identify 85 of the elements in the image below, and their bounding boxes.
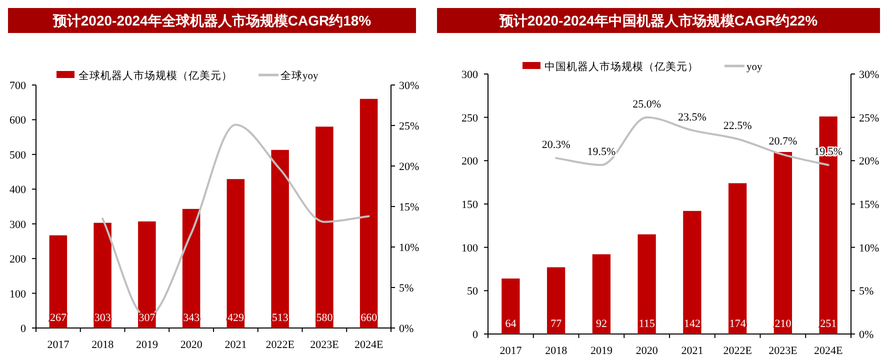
y2-tick-label: 25% <box>399 120 420 132</box>
x-tick-label: 2018 <box>92 339 114 351</box>
y-tick-label: 150 <box>462 199 478 211</box>
y-tick-label: 100 <box>10 288 26 300</box>
bar <box>546 267 566 334</box>
bar <box>683 210 702 334</box>
x-tick-label: 2020 <box>180 339 203 351</box>
x-tick-label: 2022E <box>266 339 295 351</box>
x-tick-label: 2021 <box>681 345 704 357</box>
x-tick-label: 2020 <box>636 345 658 357</box>
bar <box>94 222 112 328</box>
y-tick-label: 300 <box>462 69 478 81</box>
data-label: 580 <box>316 312 334 324</box>
data-label: 267 <box>50 312 67 324</box>
data-label: 64 <box>505 318 517 330</box>
chart-title: 预计2020-2024年中国机器人市场规模CAGR约22% <box>498 12 818 28</box>
y-tick-label: 250 <box>462 112 478 124</box>
legend-label: 中国机器人市场规模（亿美元） <box>544 60 698 73</box>
bar <box>138 221 156 328</box>
x-tick-label: 2024E <box>354 339 384 351</box>
y2-tick-label: 30% <box>859 69 880 81</box>
y-tick-label: 600 <box>10 114 26 127</box>
y2-tick-label: 20% <box>859 156 880 168</box>
data-label: 22.5% <box>723 120 752 132</box>
x-tick-label: 2023E <box>310 339 340 351</box>
y2-tick-label: 10% <box>859 242 880 254</box>
y2-tick-label: 25% <box>859 112 880 124</box>
bar <box>638 234 656 334</box>
bar <box>271 150 289 328</box>
x-tick-label: 2022E <box>723 345 752 357</box>
data-label: 20.7% <box>768 136 798 148</box>
bar <box>502 278 520 334</box>
data-label: 251 <box>820 318 837 330</box>
x-tick-label: 2024E <box>814 345 843 357</box>
data-label: 23.5% <box>678 111 706 124</box>
y-tick-label: 50 <box>467 286 478 298</box>
bar <box>226 179 245 328</box>
data-label: 174 <box>729 318 746 330</box>
bar <box>774 152 792 334</box>
x-tick-label: 2017 <box>47 339 70 351</box>
y-tick-label: 100 <box>462 242 478 254</box>
x-tick-label: 2023E <box>768 345 798 357</box>
legend-label: 全球机器人市场规模（亿美元） <box>78 69 232 82</box>
data-label: 660 <box>360 312 378 324</box>
legend-label: yoy <box>746 62 763 73</box>
bar <box>728 183 747 334</box>
y2-tick-label: 15% <box>859 199 880 211</box>
y2-tick-label: 0% <box>859 329 874 341</box>
data-label: 92 <box>596 318 607 330</box>
bar <box>592 254 611 334</box>
data-label: 142 <box>684 318 700 330</box>
y-tick-label: 200 <box>10 254 26 266</box>
chart-title: 预计2020-2024年全球机器人市场规模CAGR约18% <box>52 12 372 28</box>
data-label: 20.3% <box>542 139 570 152</box>
y-tick-label: 400 <box>10 184 26 196</box>
data-label: 303 <box>94 312 112 324</box>
y2-tick-label: 5% <box>859 286 874 298</box>
data-label: 19.5% <box>587 146 616 158</box>
y2-tick-label: 10% <box>399 242 420 254</box>
x-tick-label: 2018 <box>545 345 568 357</box>
y2-tick-label: 0% <box>399 323 414 335</box>
x-tick-label: 2019 <box>590 345 613 357</box>
data-label: 77 <box>550 318 562 330</box>
y-tick-label: 0 <box>20 323 26 335</box>
legend-label: 全球yoy <box>280 69 319 82</box>
y2-tick-label: 5% <box>399 282 414 294</box>
data-label: 513 <box>272 312 289 324</box>
y-tick-label: 200 <box>462 156 478 168</box>
y2-tick-label: 15% <box>399 202 420 214</box>
y-tick-label: 500 <box>10 149 26 162</box>
bar <box>360 98 378 328</box>
data-label: 25.0% <box>632 98 662 110</box>
data-label: 343 <box>183 312 200 324</box>
data-label: 115 <box>638 318 656 330</box>
y-tick-label: 700 <box>10 80 26 92</box>
y2-tick-label: 20% <box>399 161 420 173</box>
x-tick-label: 2019 <box>136 339 158 351</box>
x-tick-label: 2017 <box>500 345 522 357</box>
y2-tick-label: 30% <box>399 80 420 92</box>
y-tick-label: 300 <box>10 218 26 231</box>
data-label: 429 <box>227 312 244 324</box>
x-tick-label: 2021 <box>224 339 247 351</box>
y-tick-label: 0 <box>472 329 478 341</box>
data-label: 210 <box>774 318 792 330</box>
bar <box>316 126 334 328</box>
